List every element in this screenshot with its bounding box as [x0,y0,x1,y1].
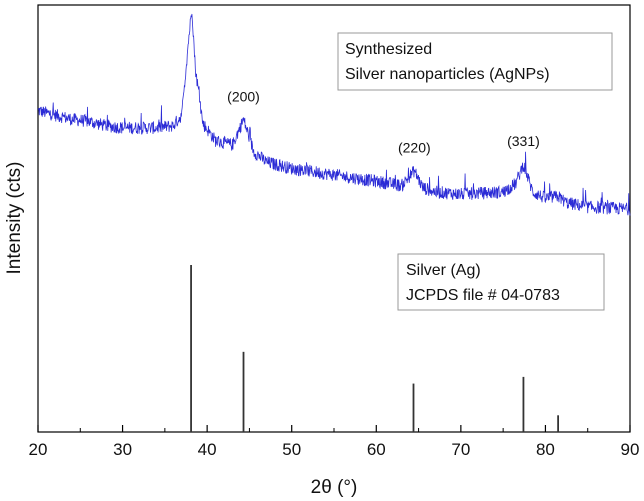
legend-reference: Silver (Ag) JCPDS file # 04-0783 [397,253,605,311]
peak-label: (220) [398,140,431,156]
peak-labels: (111)(200)(220)(331) [227,88,540,156]
agnps-pattern-line [37,13,631,216]
x-tick-label: 90 [621,440,640,459]
legend-agnps: Synthesized Silver nanoparticles (AgNPs) [337,32,613,91]
reference-sticks [190,265,560,432]
x-tick-label: 30 [113,440,132,459]
peak-label: (200) [227,88,260,104]
x-tick-label: 60 [367,440,386,459]
xrd-pattern [37,13,631,216]
legend-agnps-box [337,32,613,91]
x-axis: 20 30 40 50 60 70 80 90 [29,425,640,459]
peak-label: (331) [507,133,540,149]
legend-reference-box [397,253,605,311]
legend-reference-line1: Silver (Ag) [406,262,481,279]
x-tick-label: 20 [29,440,48,459]
y-axis-title: Intensity (cts) [4,162,25,275]
x-tick-label: 70 [451,440,470,459]
x-tick-label: 50 [282,440,301,459]
x-axis-title: 2θ (°) [311,477,358,498]
legend-agnps-line1: Synthesized [345,41,432,58]
x-tick-label: 40 [198,440,217,459]
legend-reference-line2: JCPDS file # 04-0783 [406,287,560,304]
legend-agnps-line2: Silver nanoparticles (AgNPs) [345,66,550,83]
x-tick-label: 80 [536,440,555,459]
